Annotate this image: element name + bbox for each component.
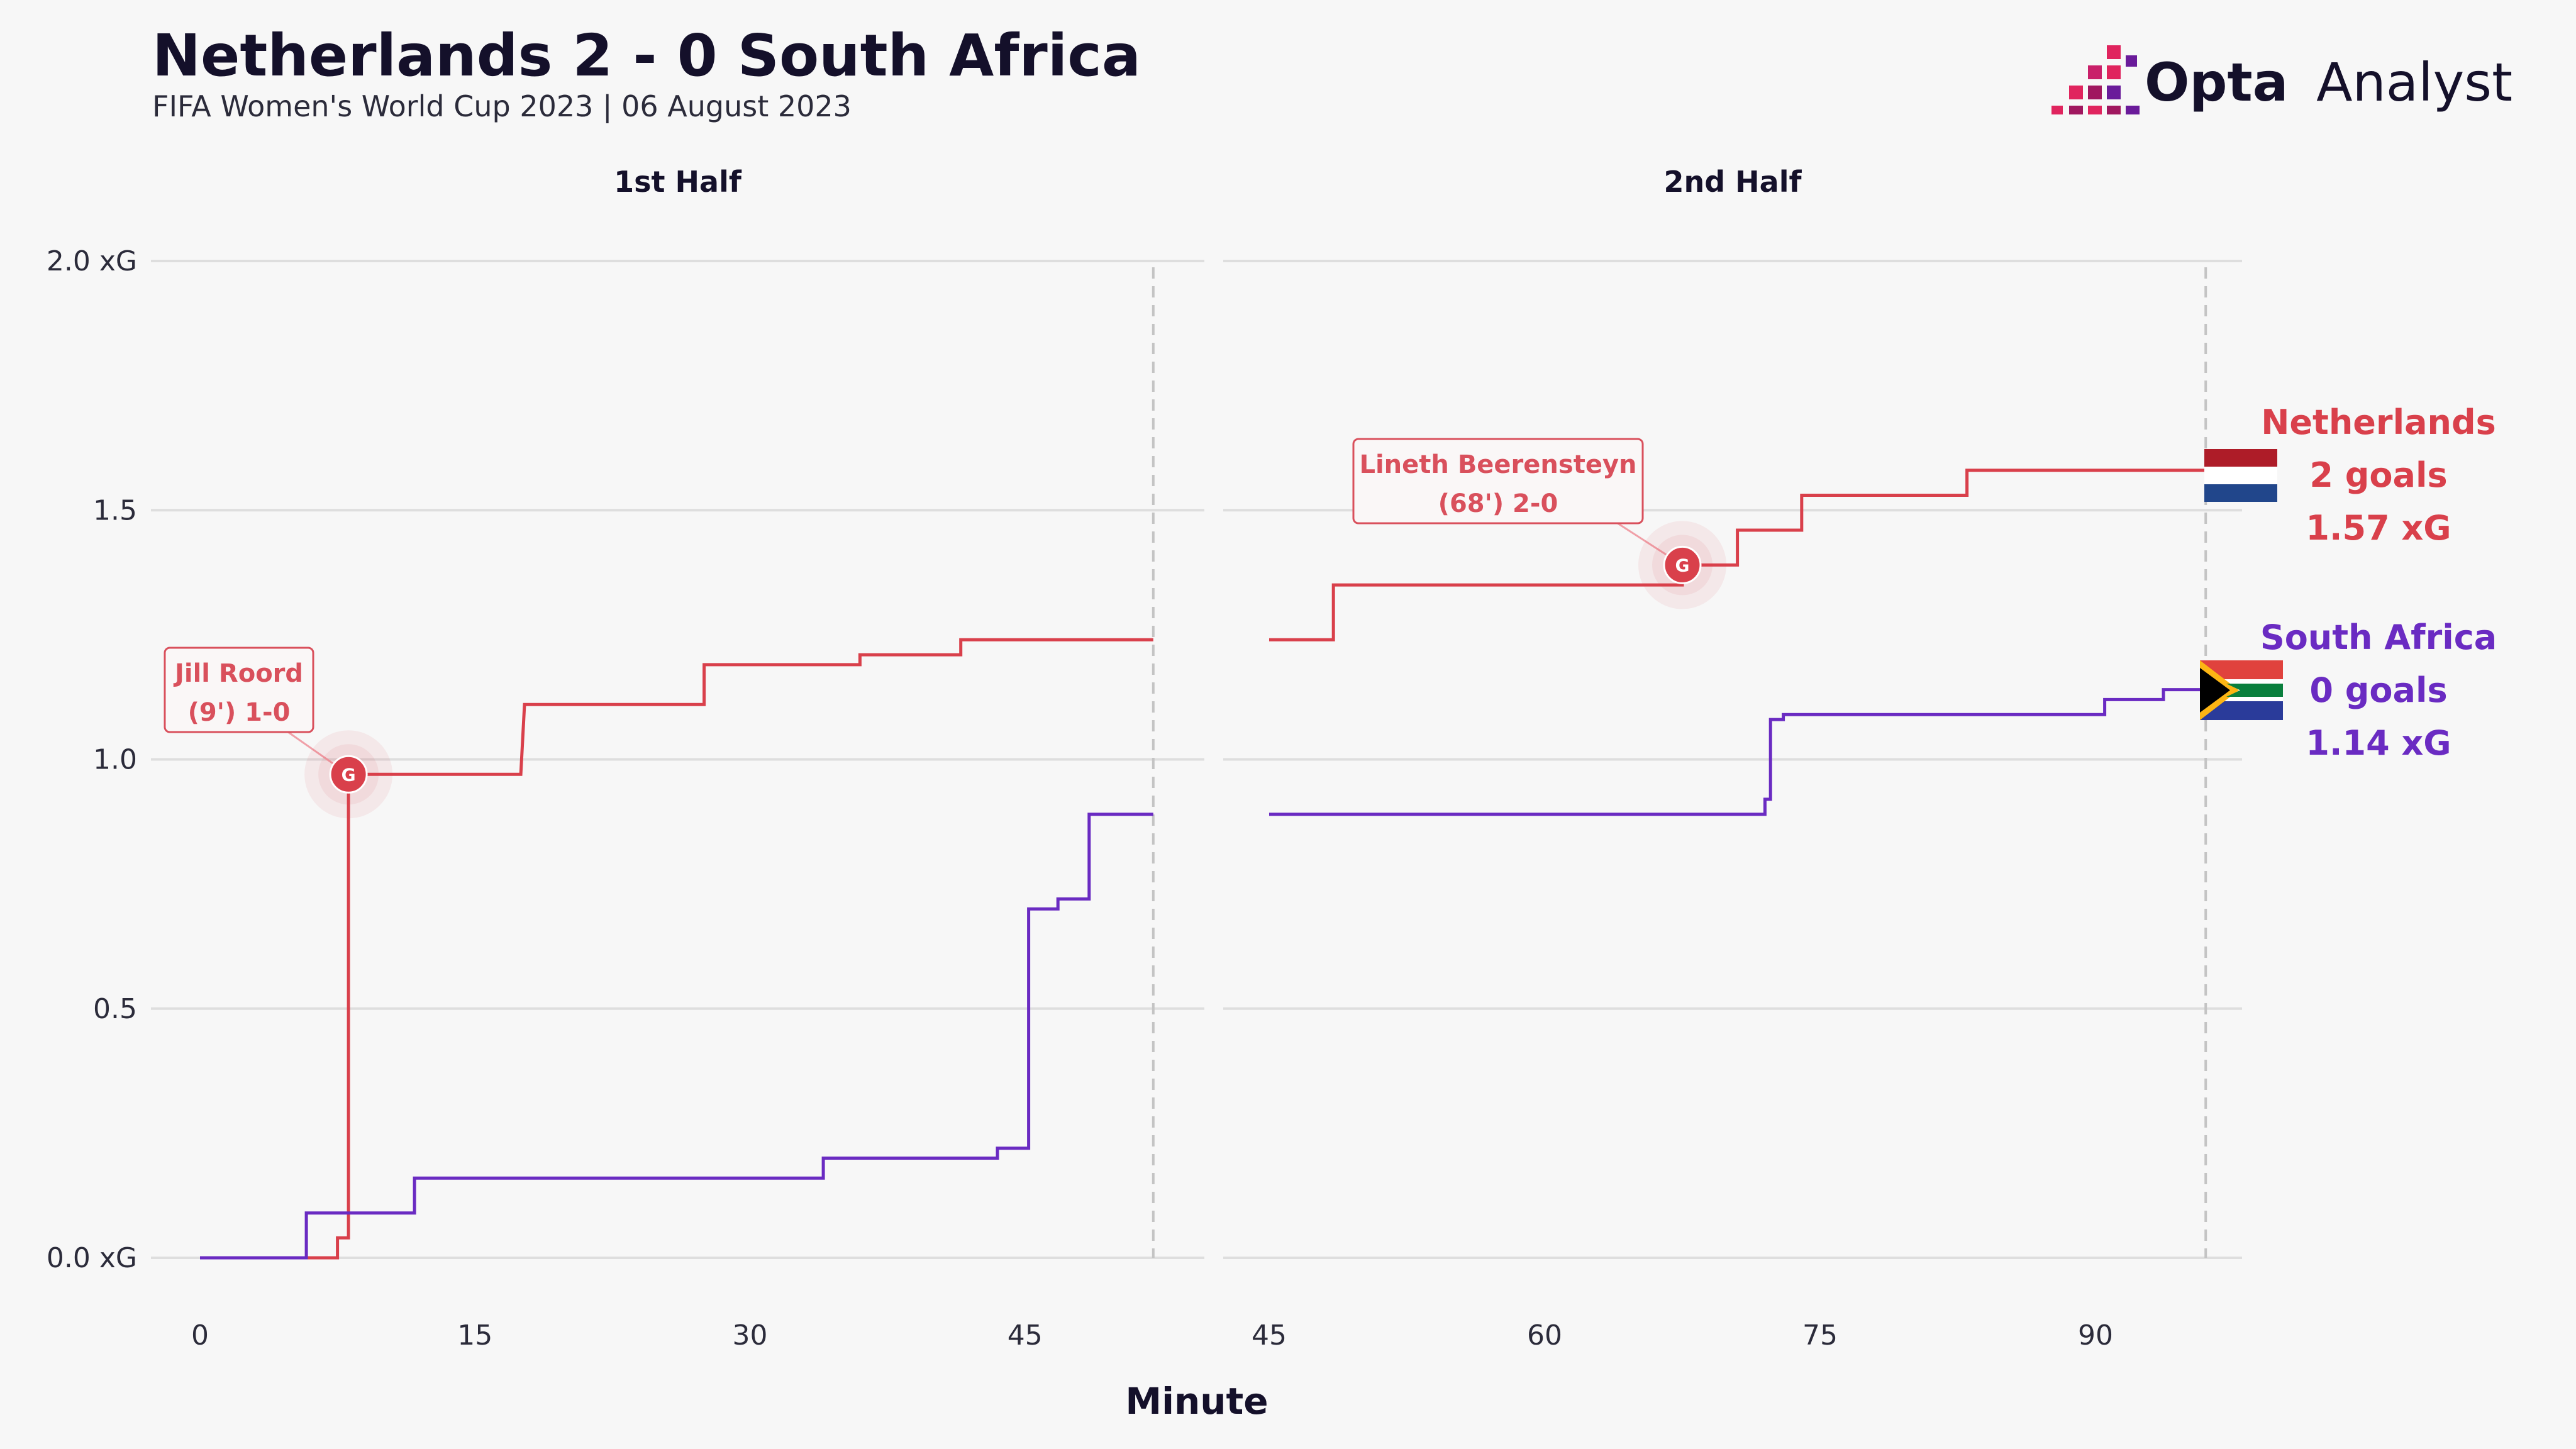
series-line-south-africa	[200, 813, 1153, 1260]
y-tick-label: 1.5	[93, 494, 137, 526]
goal-marker-label: G	[341, 764, 356, 785]
x-tick-label: 45	[1008, 1319, 1043, 1352]
x-tick-label: 30	[733, 1319, 768, 1352]
opta-logo: Opta Analyst	[2051, 45, 2512, 114]
goal-annotation-scorer: Lineth Beerensteyn	[1359, 450, 1636, 479]
series-line-netherlands	[1269, 469, 2206, 641]
panel-title: 2nd Half	[1663, 165, 1802, 199]
x-tick-label: 75	[1802, 1319, 1838, 1352]
x-tick-label: 90	[2078, 1319, 2113, 1352]
legend-netherlands-name: Netherlands	[2261, 402, 2496, 442]
chart-title: Netherlands 2 - 0 South Africa	[152, 22, 1141, 89]
goal-annotation-box	[164, 647, 314, 733]
y-tick-label: 0.5	[93, 993, 137, 1025]
legend-netherlands-xg: 1.57 xG	[2306, 508, 2451, 548]
legend-south-africa-xg: 1.14 xG	[2306, 723, 2451, 763]
goal-annotation-box	[1352, 438, 1644, 525]
legend-netherlands-goals: 2 goals	[2309, 455, 2447, 495]
panel-title: 1st Half	[614, 165, 742, 199]
series-line-netherlands	[200, 638, 1153, 1260]
logo-brand-light: Analyst	[2316, 52, 2512, 113]
y-tick-label: 1.0	[93, 744, 137, 776]
goal-marker	[1663, 545, 1702, 584]
opta-pixel-icon	[2051, 45, 2140, 114]
goal-annotation-detail: (9') 1-0	[188, 698, 291, 727]
goal-annotation-scorer: Jill Roord	[173, 659, 303, 688]
x-axis-label: Minute	[1125, 1380, 1268, 1423]
goal-marker-label: G	[1675, 555, 1690, 575]
logo-brand-bold: Opta	[2145, 52, 2288, 113]
logo-brand: Opta Analyst	[2145, 52, 2512, 113]
plot-area: 0.0 xG 0.5 1.0 1.5 2.0 xG 1st Half 0 15 30 45 2nd …	[47, 165, 2242, 1352]
chart-subtitle: FIFA Women's World Cup 2023 | 06 August …	[152, 89, 852, 124]
y-tick-label: 0.0 xG	[47, 1242, 137, 1274]
south-africa-flag-icon	[2200, 660, 2283, 720]
x-tick-label: 15	[457, 1319, 492, 1352]
legend-south-africa-goals: 0 goals	[2309, 670, 2447, 710]
legend-netherlands: Netherlands 2 goals 1.57 xG	[2204, 402, 2496, 548]
x-tick-label: 45	[1252, 1319, 1287, 1352]
netherlands-flag-icon	[2204, 449, 2277, 502]
series-line-south-africa	[1269, 688, 2206, 816]
goal-annotation-detail: (68') 2-0	[1438, 489, 1558, 518]
legend-south-africa-name: South Africa	[2260, 618, 2497, 657]
legend-south-africa: South Africa 0 goals 1.14 xG	[2200, 618, 2497, 763]
x-tick-label: 0	[191, 1319, 209, 1352]
y-tick-label: 2.0 xG	[47, 245, 137, 277]
x-tick-label: 60	[1527, 1319, 1562, 1352]
goal-marker	[329, 755, 368, 794]
